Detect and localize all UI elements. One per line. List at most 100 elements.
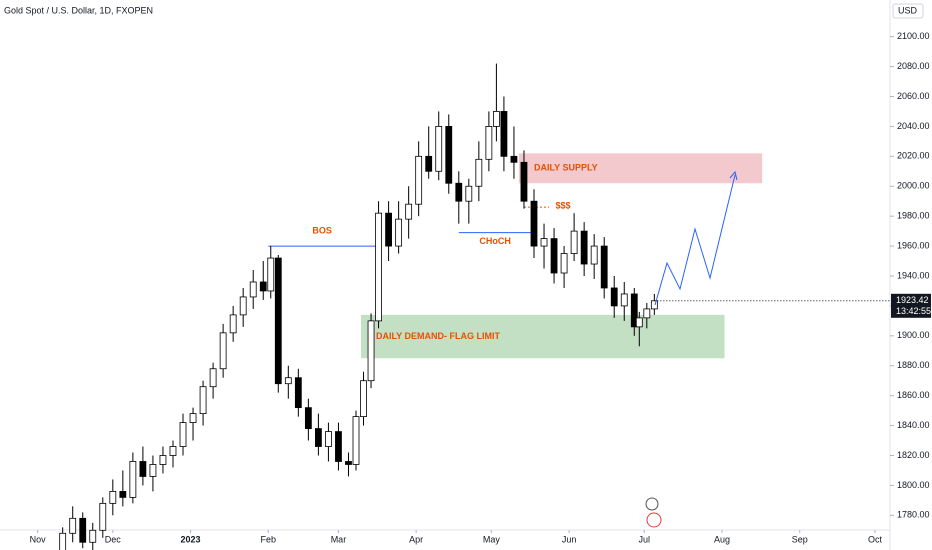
- candle-body: [109, 491, 117, 504]
- axis: 1780.00 1800.00 1820.00 1840.00 1860.00 1880.…: [30, 31, 931, 544]
- candle-body: [415, 155, 423, 205]
- candle-body: [395, 218, 403, 247]
- candle-body: [455, 182, 463, 202]
- y-tick-label: 1820.00: [897, 450, 930, 460]
- countdown: 13:42:55: [896, 306, 931, 316]
- candle-body: [445, 126, 453, 184]
- candle-body: [89, 529, 97, 543]
- event-icon[interactable]: [645, 497, 659, 511]
- level-label: BOS: [312, 225, 332, 235]
- zone: [518, 153, 763, 184]
- candle-body: [345, 461, 352, 465]
- candle-body: [119, 491, 127, 498]
- y-tick-label: 1980.00: [897, 211, 930, 221]
- y-tick-label: 1860.00: [897, 390, 930, 400]
- event-icon[interactable]: [646, 512, 662, 528]
- y-tick-label: 2080.00: [897, 61, 930, 71]
- candle-body: [229, 314, 237, 334]
- candle-body: [129, 461, 137, 498]
- candle-body: [179, 422, 187, 447]
- y-tick-label: 2040.00: [897, 121, 930, 131]
- candle-body: [650, 300, 658, 310]
- y-tick-label: 1800.00: [897, 480, 930, 490]
- candle-body: [294, 377, 302, 409]
- y-tick-label: 1880.00: [897, 360, 930, 370]
- candle-body: [79, 517, 87, 543]
- x-tick-label: Sep: [792, 534, 808, 544]
- candle-body: [335, 431, 342, 462]
- projection-path: [654, 174, 736, 306]
- candle-body: [239, 296, 247, 316]
- candle-body: [580, 230, 588, 265]
- candle-body: [560, 253, 568, 274]
- candle-body: [99, 502, 107, 531]
- candle-body: [159, 455, 167, 465]
- zone-label: DAILY DEMAND- FLAG LIMIT: [376, 331, 500, 341]
- candle-body: [69, 517, 77, 534]
- candle-body: [259, 281, 267, 292]
- candle-body: [139, 461, 147, 477]
- x-tick-label: Apr: [409, 534, 423, 544]
- y-tick-label: 2060.00: [897, 91, 930, 101]
- candle-body: [520, 161, 528, 202]
- candle-body: [600, 245, 608, 289]
- candle-body: [590, 245, 598, 265]
- candle-body: [189, 413, 197, 423]
- candle-body: [199, 386, 207, 415]
- y-tick-label: 1780.00: [897, 510, 930, 520]
- y-tick-label: 1840.00: [897, 420, 930, 430]
- projection-arrow: [729, 170, 738, 181]
- candle-body: [219, 332, 227, 370]
- candle-body: [352, 416, 360, 465]
- candle-body: [284, 377, 292, 385]
- candle-body: [610, 287, 618, 307]
- candle-body: [465, 185, 473, 202]
- candle-body: [405, 203, 413, 220]
- candle-body: [500, 111, 508, 157]
- candle-body: [274, 257, 282, 385]
- y-tick-label: 1940.00: [897, 270, 930, 280]
- candle-body: [249, 281, 257, 298]
- candle-body: [367, 320, 375, 382]
- level-label: CHoCH: [479, 236, 511, 246]
- x-tick-label: Dec: [105, 534, 122, 544]
- candle-body: [620, 293, 628, 307]
- last-price: 1923.42: [896, 295, 929, 305]
- x-tick-label: Nov: [30, 534, 47, 544]
- plot: BOS CHoCH $$$: [59, 63, 890, 550]
- candle-body: [325, 431, 332, 447]
- candle-body: [643, 308, 651, 319]
- candle-body: [267, 257, 275, 292]
- candle-body: [209, 368, 217, 388]
- level-label: $$$: [556, 201, 571, 211]
- currency-box[interactable]: [892, 3, 924, 19]
- candle-body: [530, 200, 538, 247]
- candle-body: [635, 317, 643, 328]
- zones: DAILY SUPPLY DAILY DEMAND- FLAG LIMIT: [361, 153, 763, 359]
- x-tick-label: Jul: [639, 534, 651, 544]
- candle-body: [550, 238, 558, 274]
- candle-body: [540, 238, 548, 247]
- zone-label: DAILY SUPPLY: [534, 163, 598, 173]
- candle-body: [169, 446, 177, 456]
- candle-body: [304, 407, 312, 429]
- candle-body: [385, 212, 392, 247]
- candle-body: [360, 380, 367, 418]
- last-price-box: [891, 293, 931, 318]
- candle-body: [510, 155, 518, 163]
- x-tick-label: Aug: [714, 534, 730, 544]
- x-tick-label: Feb: [260, 534, 276, 544]
- chart-title: Gold Spot / U.S. Dollar, 1D, FXOPEN: [4, 5, 153, 15]
- candle-body: [149, 464, 157, 477]
- candle-body: [435, 126, 443, 172]
- candle-body: [570, 230, 578, 254]
- x-tick-label: Oct: [868, 534, 883, 544]
- x-tick-label: Jun: [562, 534, 577, 544]
- y-tick-label: 1900.00: [897, 330, 930, 340]
- x-tick-label: May: [483, 534, 501, 544]
- currency[interactable]: USD: [898, 5, 918, 15]
- y-tick-label: 1960.00: [897, 240, 930, 250]
- y-tick-label: 2000.00: [897, 181, 930, 191]
